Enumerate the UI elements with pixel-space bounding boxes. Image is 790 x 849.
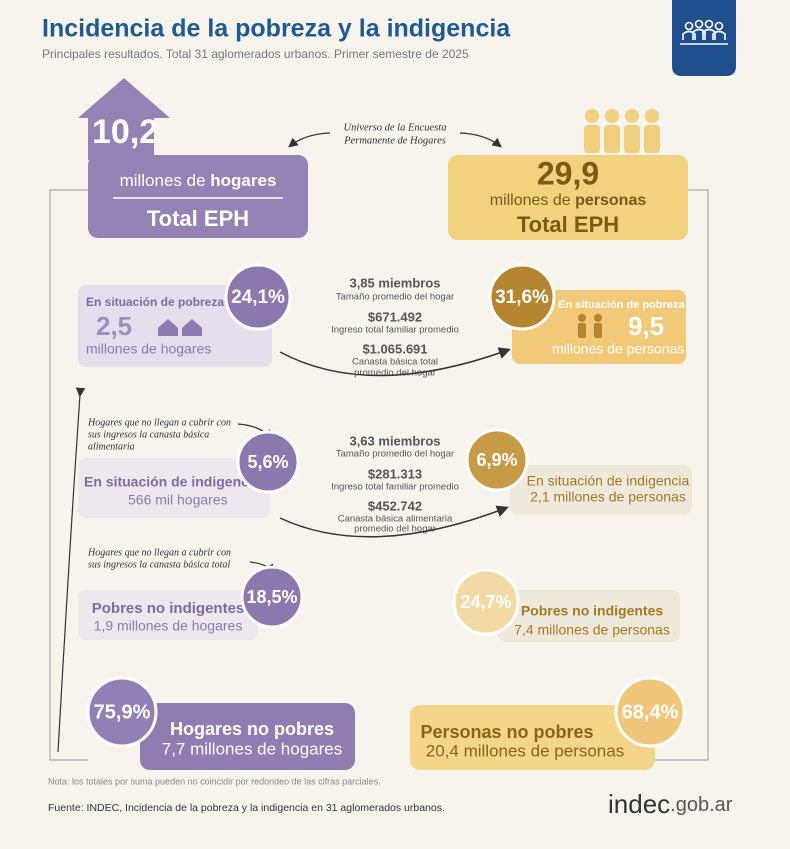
arrow: [57, 387, 86, 753]
households-panel: [88, 155, 308, 238]
stat-label: Tamaño promedio del hogar: [336, 292, 454, 303]
arrow: [279, 505, 509, 538]
unit-bold: hogares: [210, 171, 276, 190]
arrow: [459, 132, 502, 148]
note: Hogares que no llegan a cubrir con: [87, 417, 231, 428]
pct: 18,5%: [246, 587, 297, 607]
persons-panel: [448, 155, 688, 240]
pct-circle: [236, 430, 300, 494]
unit-text: millones de: [120, 171, 211, 190]
unit: millones de personas: [552, 341, 684, 357]
stat-label: promedio del hogar: [354, 524, 436, 535]
stat-label: Tamaño promedio del hogar: [336, 449, 454, 460]
indigence-personas-box: [510, 465, 692, 515]
pct-circle: [452, 568, 520, 636]
person-icons: [578, 314, 602, 338]
house-roof: [78, 78, 170, 118]
note: alimentaria: [88, 441, 135, 452]
label: Pobres no indigentes: [521, 603, 664, 619]
stat-value: 3,63 miembros: [349, 433, 440, 448]
nip-personas-box: [498, 590, 680, 642]
label: Personas no pobres: [420, 722, 593, 742]
text: 2,1 millones de personas: [530, 489, 686, 505]
logo-suffix: .gob.ar: [670, 794, 733, 816]
stat-label: promedio del hogar: [354, 368, 436, 379]
label: En situación de indigencia: [84, 474, 261, 490]
universe-label: Universo de la Encuesta: [344, 122, 447, 133]
pct-circle: [614, 676, 686, 748]
households-total: Total EPH: [147, 206, 249, 231]
unit: millones de hogares: [86, 341, 211, 357]
label: En situación de pobreza: [558, 299, 685, 311]
logo-main: indec: [608, 789, 670, 819]
stat-value: $452.742: [368, 498, 422, 513]
note: sus ingresos la canasta básica total: [88, 559, 230, 570]
persons-icon: [584, 109, 660, 153]
pct: 5,6%: [247, 452, 288, 472]
left-bracket: [49, 189, 88, 761]
text: 7,7 millones de hogares: [162, 739, 343, 758]
pct: 68,4%: [622, 701, 679, 723]
nip-hogares-box: [78, 590, 258, 640]
text: 566 mil hogares: [128, 492, 228, 508]
source: Fuente: INDEC, Incidencia de la pobreza …: [48, 802, 445, 814]
arrow: [279, 347, 511, 377]
stat-value: $1.065.691: [362, 341, 427, 356]
pct-circle: [224, 263, 292, 331]
right-bracket: [655, 189, 709, 761]
value: 2,5: [96, 311, 132, 341]
logo: indec.gob.ar: [608, 789, 733, 819]
households-value: 10,2: [92, 113, 158, 151]
arrow: [288, 132, 331, 148]
value: 9,5: [628, 311, 664, 341]
label: Hogares no pobres: [170, 719, 334, 739]
people-icon: [680, 19, 728, 45]
stat-label: Ingreso total familiar promedio: [331, 325, 459, 336]
house-body: [88, 110, 154, 160]
pct: 6,9%: [476, 450, 517, 470]
pct-circle: [465, 428, 529, 492]
stat-value: 3,85 miembros: [349, 275, 440, 290]
unit-text: millones de: [490, 192, 575, 209]
house-icons: [158, 319, 202, 336]
stat-label: Canasta básica total: [352, 357, 438, 368]
footnote: Nota: los totales por suma pueden no coi…: [48, 776, 381, 786]
pct-circle: [86, 676, 158, 748]
unit-bold: personas: [575, 192, 646, 209]
universe-label: Permanente de Hogares: [343, 135, 446, 146]
subtitle: Principales resultados. Total 31 aglomer…: [42, 47, 469, 61]
pct: 75,9%: [94, 701, 151, 723]
persons-unit: millones de personas: [490, 192, 647, 209]
indigence-hogares-box: [78, 458, 270, 518]
stat-label: Ingreso total familiar promedio: [331, 482, 459, 493]
text: 20,4 millones de personas: [426, 741, 624, 760]
text: 7,4 millones de personas: [514, 622, 670, 638]
pct-circle: [240, 565, 304, 629]
note: Hogares que no llegan a cubrir con: [87, 547, 231, 558]
note: sus ingresos la canasta básica: [88, 429, 209, 440]
stat-value: $281.313: [368, 466, 422, 481]
label: En situación de pobreza: [86, 295, 224, 309]
np-personas-box: [410, 705, 655, 770]
households-unit: millones de hogares: [120, 171, 277, 190]
stat-value: $671.492: [368, 309, 422, 324]
title: Incidencia de la pobreza y la indigencia: [42, 15, 511, 43]
pct: 24,1%: [231, 287, 285, 308]
np-hogares-box: [140, 703, 355, 770]
persons-value: 29,9: [537, 155, 599, 191]
pct: 24,7%: [460, 592, 511, 612]
label: En situación de indigencia: [527, 473, 690, 489]
stat-label: Canasta básica alimentaria: [338, 514, 453, 525]
logo-tab: [672, 0, 736, 76]
text: 1,9 millones de hogares: [94, 618, 243, 634]
pct-circle: [488, 263, 556, 331]
pct: 31,6%: [495, 287, 549, 308]
label: Pobres no indigentes: [92, 600, 245, 617]
persons-total: Total EPH: [517, 212, 619, 237]
